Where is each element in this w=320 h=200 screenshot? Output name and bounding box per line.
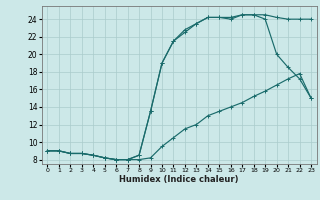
- X-axis label: Humidex (Indice chaleur): Humidex (Indice chaleur): [119, 175, 239, 184]
